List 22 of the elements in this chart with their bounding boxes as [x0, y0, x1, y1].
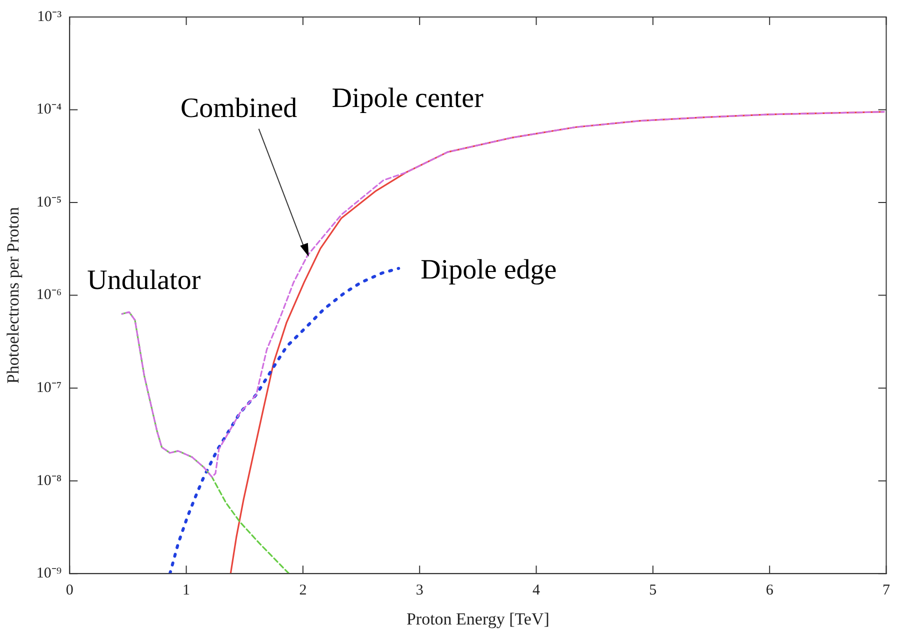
- y-tick-label: 10⁻³: [37, 8, 62, 25]
- y-tick-label: 10⁻⁶: [36, 287, 62, 304]
- series-label: Dipole center: [332, 83, 484, 114]
- y-tick-label: 10⁻⁷: [36, 380, 62, 396]
- x-tick-label: 5: [649, 582, 657, 599]
- x-axis-title: Proton Energy [TeV]: [406, 609, 550, 628]
- series-label: Dipole edge: [420, 254, 557, 286]
- series-label: Undulator: [87, 264, 202, 296]
- x-tick-label: 1: [182, 582, 190, 599]
- x-tick-label: 6: [766, 582, 774, 599]
- y-tick-label: 10⁻⁴: [36, 102, 62, 118]
- x-tick-label: 2: [299, 582, 307, 599]
- line-series: [121, 311, 290, 574]
- x-tick-label: 3: [416, 582, 424, 599]
- y-tick-label: 10⁻⁵: [36, 194, 62, 210]
- y-tick-label: 10⁻⁸: [36, 472, 62, 489]
- y-tick-label: 10⁻⁹: [36, 566, 62, 582]
- x-tick-label: 4: [532, 582, 541, 599]
- x-tick-label: 0: [66, 582, 74, 599]
- annotation: Combined: [180, 92, 298, 124]
- x-tick-label: 7: [882, 582, 890, 599]
- y-axis-title: Photoelectrons per Proton: [4, 206, 23, 384]
